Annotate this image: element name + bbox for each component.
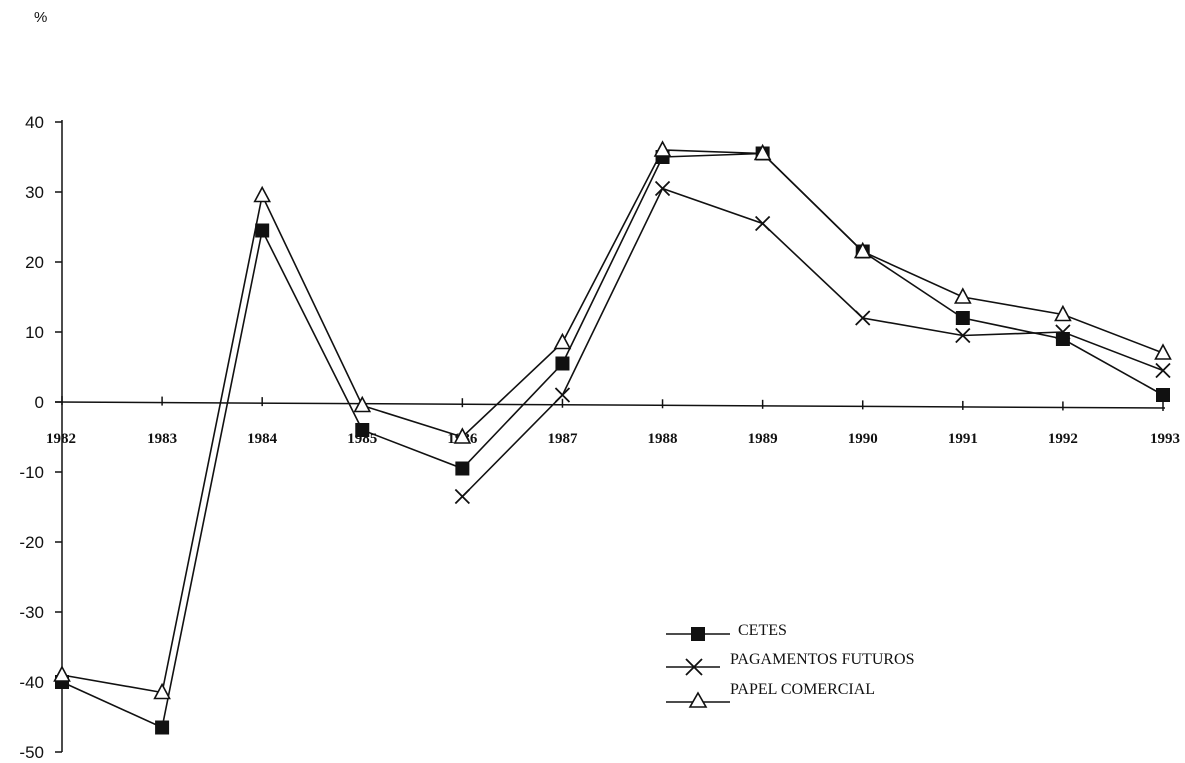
data-point-square (955, 311, 970, 325)
series-line (461, 187, 1164, 498)
y-tick-label: -50 (19, 743, 44, 762)
x-tick-label: 1985 (347, 431, 377, 447)
series-line (61, 149, 1164, 694)
legend-label-papel-comercial: PAPEL COMERCIAL (730, 681, 875, 698)
data-point-triangle (653, 140, 672, 157)
data-point-triangle (953, 287, 972, 304)
data-point-triangle (753, 143, 772, 161)
legend-item-papel-comercial: PAPEL COMERCIAL (666, 681, 875, 708)
y-tick-label: 0 (35, 393, 44, 412)
data-point-triangle (553, 332, 572, 350)
y-tick-label: 20 (25, 253, 44, 272)
legend: CETES PAGAMENTOS FUTUROS PAPEL COMERCIAL (666, 622, 915, 708)
x-tick-label: 1991 (948, 431, 978, 447)
y-axis-ticks: 40 30 20 10 0 -10 -20 -30 -40 -50 (19, 113, 62, 762)
data-point-x (754, 215, 771, 232)
series-line (61, 152, 1164, 729)
x-tick-label: 1989 (748, 431, 778, 447)
data-point-triangle (153, 682, 171, 700)
series-pagamentos-futuros (454, 180, 1171, 505)
data-point-triangle (1054, 304, 1072, 322)
legend-marker-square (691, 627, 705, 641)
data-point-square (155, 720, 170, 735)
data-point-x (955, 327, 971, 344)
data-point-x (454, 488, 471, 505)
legend-label-cetes: CETES (738, 622, 787, 639)
x-tick-label: 1993 (1150, 431, 1180, 447)
y-tick-label: 40 (25, 113, 44, 132)
data-point-triangle (453, 427, 472, 444)
data-point-square (255, 223, 270, 238)
data-point-x (554, 387, 571, 403)
y-tick-label: -20 (19, 533, 44, 552)
y-tick-label: -30 (19, 603, 44, 622)
x-tick-label: 1992 (1048, 431, 1078, 447)
data-point-triangle (53, 665, 71, 682)
unit-label: % (34, 9, 47, 26)
data-point-x (855, 310, 871, 326)
data-point-square (455, 461, 470, 476)
data-point-triangle (353, 395, 372, 413)
x-tick-label: 1982 (46, 431, 76, 447)
x-tick-label: 1990 (848, 431, 878, 447)
legend-marker-x (685, 658, 703, 676)
legend-marker-triangle (688, 691, 708, 708)
data-point-x (1055, 324, 1071, 340)
legend-label-pagamentos-futuros: PAGAMENTOS FUTUROS (730, 651, 915, 668)
data-point-x (1155, 362, 1171, 379)
data-point-triangle (1154, 343, 1172, 360)
data-point-triangle (853, 241, 872, 259)
data-point-x (654, 180, 671, 197)
x-tick-label: 1988 (648, 431, 678, 447)
y-tick-label: 30 (25, 183, 44, 202)
series-papel-comercial (53, 140, 1172, 700)
y-tick-label: 10 (25, 323, 44, 342)
series-layer (53, 140, 1172, 735)
data-point-square (355, 423, 370, 437)
legend-item-pagamentos-futuros: PAGAMENTOS FUTUROS (666, 651, 915, 676)
y-tick-label: -40 (19, 673, 44, 692)
x-tick-label: 1983 (147, 431, 177, 447)
series-cetes (55, 146, 1170, 735)
x-axis-ticks: 1982198319841985198619871988198919901991… (46, 396, 1180, 447)
data-point-triangle (253, 185, 272, 203)
data-point-square (1156, 388, 1170, 402)
x-tick-label: 1987 (547, 431, 578, 447)
legend-item-cetes: CETES (666, 622, 787, 641)
y-tick-label: -10 (19, 463, 44, 482)
x-tick-label: 1984 (247, 431, 278, 447)
data-point-square (555, 356, 570, 371)
x-axis (54, 401, 1166, 409)
